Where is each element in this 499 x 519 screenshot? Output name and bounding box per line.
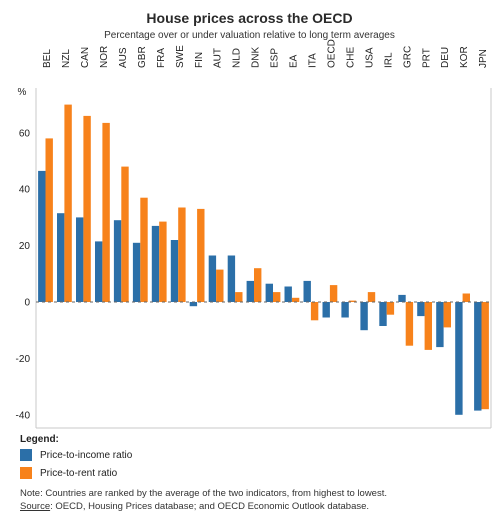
x-tick-label: USA (364, 47, 375, 68)
bar-price-to-rent (121, 166, 129, 302)
bar-price-to-income (76, 217, 84, 302)
x-tick-label: EA (289, 54, 300, 68)
x-tick-label: DNK (251, 47, 262, 68)
x-tick-label: JPN (478, 49, 489, 68)
bar-price-to-rent (424, 302, 432, 350)
x-tick-label: GBR (137, 46, 148, 68)
x-tick-label: BEL (42, 49, 53, 68)
bar-price-to-income (170, 240, 179, 302)
x-tick-label: NLD (232, 48, 243, 68)
chart-subtitle: Percentage over or under valuation relat… (104, 30, 395, 41)
y-tick-label: 20 (19, 241, 31, 252)
bar-price-to-rent (254, 268, 262, 302)
x-tick-label: FIN (194, 52, 205, 68)
x-tick-label: NZL (61, 49, 72, 68)
x-tick-label: NOR (99, 46, 110, 68)
bar-price-to-income (113, 220, 122, 302)
source-text: : OECD, Housing Prices database; and OEC… (50, 501, 370, 512)
bar-price-to-rent (140, 197, 148, 302)
bar-price-to-rent (102, 122, 110, 303)
x-tick-label: KOR (459, 46, 470, 68)
x-tick-label: CHE (345, 47, 356, 68)
bar-price-to-income (95, 241, 103, 302)
x-tick-label: CAN (80, 47, 91, 68)
bar-price-to-income (246, 280, 254, 302)
bar-price-to-income (132, 242, 141, 302)
bar-price-to-rent (291, 297, 300, 302)
bar-price-to-rent (83, 115, 91, 303)
bar-price-to-rent (310, 302, 319, 321)
bar-price-to-income (379, 302, 387, 326)
bar-price-to-income (265, 283, 273, 302)
bar-price-to-income (284, 286, 292, 302)
x-tick-label: PRT (421, 48, 432, 68)
bar-price-to-income (227, 255, 236, 302)
bar-price-to-income (341, 302, 349, 318)
x-tick-label: OECD (326, 39, 337, 68)
y-tick-label: 40 (19, 185, 31, 196)
chart-source: Source: OECD, Housing Prices database; a… (20, 501, 369, 512)
x-tick-label: IRL (383, 52, 394, 68)
bar-price-to-rent (386, 302, 395, 315)
bar-price-to-rent (273, 292, 281, 302)
legend-item-rent: Price-to-rent ratio (20, 467, 117, 479)
x-tick-label: AUS (118, 47, 129, 68)
bar-price-to-income (38, 170, 46, 302)
bar-price-to-rent (216, 269, 224, 302)
chart-title: House prices across the OECD (146, 10, 353, 26)
chart-note: Note: Countries are ranked by the averag… (20, 488, 387, 499)
legend-swatch-rent (20, 467, 32, 479)
bar-price-to-rent (405, 302, 414, 346)
source-label: Source (20, 501, 51, 512)
x-tick-label: ITA (308, 53, 319, 68)
bar-price-to-rent (178, 207, 186, 302)
bar-price-to-income (455, 302, 463, 415)
bar-price-to-income (360, 302, 368, 331)
bar-price-to-income (151, 225, 160, 302)
bar-price-to-rent (443, 302, 451, 328)
bar-price-to-rent (348, 300, 357, 302)
bar-price-to-income (208, 255, 217, 302)
x-tick-label: GRC (402, 46, 413, 68)
y-tick-label: -40 (16, 410, 31, 421)
bar-price-to-income (189, 302, 198, 307)
y-axis-label: % (18, 87, 27, 98)
bar-price-to-income (303, 280, 311, 302)
x-tick-label: AUT (213, 48, 224, 68)
legend-label-income: Price-to-income ratio (40, 449, 133, 461)
legend-item-income: Price-to-income ratio (20, 449, 132, 461)
bar-price-to-income (417, 302, 425, 317)
bar-price-to-income (398, 294, 406, 302)
bar-price-to-rent (64, 104, 72, 302)
bar-price-to-income (57, 213, 65, 302)
bar-chart: % -40 -20 0 20 40 60 BEL NZL CAN NOR AUS GBR FRA SWE FI… (16, 39, 492, 429)
bar-price-to-rent (462, 293, 470, 302)
legend-title: Legend: (20, 434, 59, 445)
bar-price-to-rent (367, 292, 376, 302)
legend-swatch-income (20, 449, 32, 461)
bar-price-to-income (474, 302, 482, 411)
bar-price-to-rent (481, 302, 489, 410)
x-tick-label: DEU (440, 47, 451, 68)
x-tick-label: SWE (175, 45, 186, 68)
bar-price-to-rent (159, 221, 167, 302)
legend-label-rent: Price-to-rent ratio (40, 467, 118, 479)
x-tick-label: FRA (156, 48, 167, 68)
bar-price-to-rent (197, 208, 205, 302)
bar-price-to-rent (235, 292, 243, 302)
bar-price-to-rent (329, 285, 338, 302)
bar-price-to-rent (45, 138, 53, 302)
bar-price-to-income (322, 302, 330, 318)
y-tick-label: -20 (16, 354, 31, 365)
x-tick-label: ESP (270, 48, 281, 68)
bar-price-to-income (436, 302, 444, 348)
y-tick-label: 0 (24, 298, 30, 309)
y-tick-label: 60 (19, 128, 31, 139)
